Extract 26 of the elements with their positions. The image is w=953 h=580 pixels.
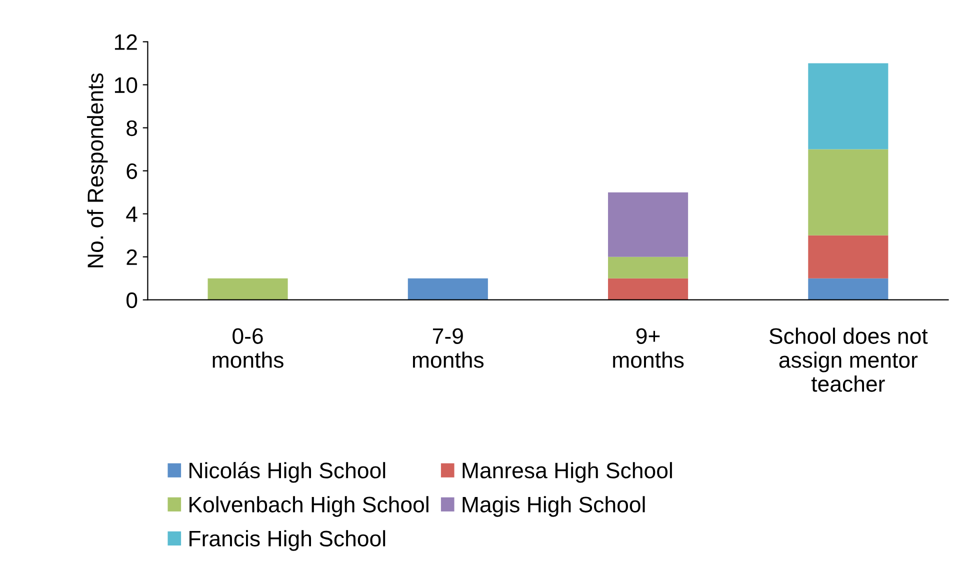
y-tick-label: 4 <box>126 206 138 222</box>
legend-label: Kolvenbach High School <box>190 496 428 517</box>
bar <box>208 278 288 300</box>
bar <box>608 256 688 278</box>
y-tick-label: 10 <box>114 77 138 94</box>
bar <box>408 278 488 300</box>
bar <box>808 149 888 236</box>
legend-label: Nicolás High School <box>190 462 386 483</box>
bar <box>608 192 688 257</box>
x-tick-label: 0-6 months <box>212 328 284 368</box>
y-tick-label: 8 <box>126 120 138 136</box>
y-tick-label: 12 <box>114 34 137 50</box>
y-tick-label: 6 <box>126 163 138 180</box>
y-tick-label: 2 <box>126 249 137 265</box>
y-tick-label: 0 <box>126 292 138 308</box>
legend-label: Magis High School <box>462 496 645 517</box>
bar <box>808 235 888 278</box>
x-tick-label: 9+ months <box>613 328 684 368</box>
bar <box>808 63 888 150</box>
legend-label: Francis High School <box>190 530 386 551</box>
y-axis-title: No. of Respondents <box>87 73 108 268</box>
bar <box>808 278 888 300</box>
bar <box>608 278 688 300</box>
x-tick-label: School does not assign mentor teacher <box>770 328 928 392</box>
legend-label: Manresa High School <box>462 462 672 483</box>
x-tick-label: 7-9 months <box>412 328 484 368</box>
